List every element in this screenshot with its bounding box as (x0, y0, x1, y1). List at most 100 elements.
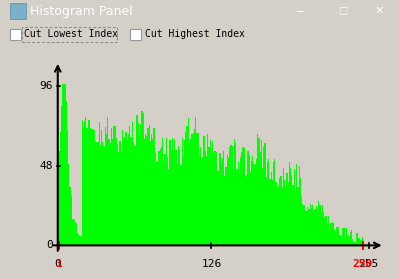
Bar (266, 177, 267, 245)
Bar (263, 147, 265, 245)
Bar (245, 179, 246, 245)
Bar (262, 168, 263, 245)
Bar (306, 211, 307, 245)
Bar (10, 29, 21, 40)
Bar (202, 157, 203, 245)
Bar (329, 230, 330, 245)
Bar (333, 223, 334, 245)
Bar (327, 224, 328, 245)
Bar (278, 186, 279, 245)
Bar (140, 124, 141, 245)
Bar (78, 234, 79, 245)
Bar (255, 165, 256, 245)
Bar (69, 187, 71, 245)
Bar (211, 151, 212, 245)
Bar (91, 129, 93, 245)
Bar (124, 137, 125, 245)
Bar (207, 134, 208, 245)
Bar (272, 180, 273, 245)
Bar (168, 169, 169, 245)
Bar (192, 133, 194, 245)
Bar (179, 149, 180, 245)
Bar (252, 156, 253, 245)
Text: Cut Highest Index: Cut Highest Index (145, 29, 245, 39)
Bar (133, 143, 134, 245)
Bar (334, 229, 335, 245)
Bar (71, 196, 72, 245)
Bar (188, 118, 189, 245)
Bar (340, 235, 341, 245)
Bar (235, 143, 236, 245)
Bar (324, 217, 326, 245)
Bar (160, 149, 161, 245)
Bar (332, 222, 333, 245)
Bar (176, 150, 177, 245)
Bar (301, 197, 302, 245)
Text: 1: 1 (55, 259, 62, 269)
Bar (313, 211, 314, 245)
Bar (59, 133, 61, 245)
Bar (236, 169, 238, 245)
Bar (240, 157, 241, 245)
Bar (222, 158, 223, 245)
Bar (83, 128, 84, 245)
Bar (118, 152, 119, 245)
Bar (296, 164, 297, 245)
Bar (344, 227, 345, 245)
Bar (178, 146, 179, 245)
Bar (139, 136, 140, 245)
Bar (267, 162, 268, 245)
Bar (330, 223, 332, 245)
Bar (268, 159, 269, 245)
Bar (88, 120, 89, 245)
Bar (151, 134, 152, 245)
Bar (294, 169, 295, 245)
Bar (322, 205, 323, 245)
Bar (90, 128, 91, 245)
Bar (150, 141, 151, 245)
Bar (336, 227, 338, 245)
Bar (154, 128, 155, 245)
Bar (319, 205, 320, 245)
Bar (205, 151, 206, 245)
Bar (316, 206, 317, 245)
Bar (130, 29, 141, 40)
Bar (77, 233, 78, 245)
Bar (238, 162, 239, 245)
Bar (225, 167, 227, 245)
Bar (203, 136, 205, 245)
Bar (231, 146, 233, 245)
Bar (318, 201, 319, 245)
Bar (177, 165, 178, 245)
Bar (158, 151, 160, 245)
Bar (260, 152, 261, 245)
Bar (356, 234, 357, 245)
Bar (289, 162, 290, 245)
Bar (218, 171, 219, 245)
Bar (224, 175, 225, 245)
Bar (79, 236, 80, 245)
Bar (119, 141, 120, 245)
Bar (74, 220, 75, 245)
Bar (80, 236, 81, 245)
Bar (66, 102, 67, 245)
Bar (169, 140, 170, 245)
Bar (75, 223, 77, 245)
Bar (117, 144, 118, 245)
Bar (362, 237, 363, 245)
Bar (256, 158, 257, 245)
Bar (247, 151, 249, 245)
Bar (339, 235, 340, 245)
Bar (10, 3, 26, 19)
Bar (338, 227, 339, 245)
Bar (291, 175, 292, 245)
Bar (228, 158, 229, 245)
Bar (123, 139, 124, 245)
Bar (307, 207, 308, 245)
Bar (173, 150, 174, 245)
Bar (361, 240, 362, 245)
Bar (164, 154, 166, 245)
Bar (216, 152, 217, 245)
Bar (227, 155, 228, 245)
Bar (311, 208, 312, 245)
